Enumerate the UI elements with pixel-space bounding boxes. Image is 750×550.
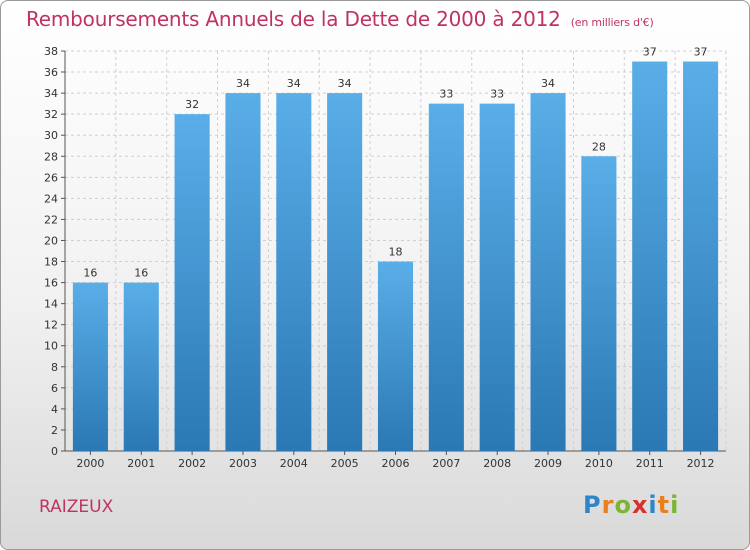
x-tick-label: 2012 bbox=[687, 457, 715, 470]
y-tick-label: 38 bbox=[44, 45, 58, 58]
bar-value-label: 16 bbox=[134, 267, 148, 280]
y-tick-label: 6 bbox=[51, 382, 58, 395]
x-tick-label: 2002 bbox=[178, 457, 206, 470]
bar-value-label: 33 bbox=[439, 88, 453, 101]
bar bbox=[632, 61, 668, 452]
bars bbox=[72, 61, 719, 452]
y-tick-label: 28 bbox=[44, 150, 58, 163]
bar bbox=[377, 261, 414, 451]
x-tick-label: 2004 bbox=[280, 457, 308, 470]
x-tick-label: 2000 bbox=[76, 457, 104, 470]
bar bbox=[276, 93, 312, 452]
y-tick-label: 26 bbox=[44, 171, 58, 184]
y-tick-label: 2 bbox=[51, 424, 58, 437]
bar bbox=[123, 282, 159, 451]
bar-value-label: 37 bbox=[643, 46, 657, 59]
bar bbox=[683, 61, 719, 452]
bar bbox=[581, 156, 617, 451]
logo-letter: r bbox=[601, 491, 615, 519]
bar-value-label: 18 bbox=[389, 246, 403, 259]
y-tick-label: 22 bbox=[44, 213, 58, 226]
y-tick-label: 0 bbox=[51, 445, 58, 458]
bar bbox=[428, 103, 464, 451]
x-tick-label: 2005 bbox=[331, 457, 359, 470]
x-tick-label: 2010 bbox=[585, 457, 613, 470]
bar bbox=[174, 114, 210, 451]
x-tick-label: 2006 bbox=[382, 457, 410, 470]
bar-value-label: 34 bbox=[287, 77, 301, 90]
y-tick-label: 30 bbox=[44, 129, 58, 142]
bar bbox=[225, 93, 261, 452]
x-tick-label: 2001 bbox=[127, 457, 155, 470]
y-tick-label: 34 bbox=[44, 87, 58, 100]
logo-letter: x bbox=[631, 491, 649, 519]
logo-letter: i bbox=[670, 491, 680, 519]
x-tick-label: 2003 bbox=[229, 457, 257, 470]
bar bbox=[327, 93, 363, 452]
value-labels: 16 16 32 34 34 34 18 33 33 34 28 37 37 bbox=[83, 46, 707, 280]
proxiti-logo: Proxiti bbox=[583, 491, 679, 519]
bar-value-label: 37 bbox=[694, 46, 708, 59]
y-tick-label: 18 bbox=[44, 256, 58, 269]
logo-letter: t bbox=[657, 491, 671, 519]
bar bbox=[72, 282, 108, 451]
chart-title: Remboursements Annuels de la Dette de 20… bbox=[26, 7, 654, 31]
bar bbox=[530, 93, 566, 452]
bar-value-label: 32 bbox=[185, 98, 199, 111]
bar-value-label: 33 bbox=[490, 88, 504, 101]
y-tick-label: 14 bbox=[44, 298, 58, 311]
logo-letter: P bbox=[583, 491, 602, 519]
bar-value-label: 34 bbox=[236, 77, 250, 90]
logo-letter: o bbox=[614, 491, 632, 519]
y-tick-label: 4 bbox=[51, 403, 58, 416]
y-tick-label: 10 bbox=[44, 340, 58, 353]
x-tick-label: 2007 bbox=[432, 457, 460, 470]
y-tick-label: 32 bbox=[44, 108, 58, 121]
bar-value-label: 34 bbox=[338, 77, 352, 90]
logo-letter: i bbox=[648, 491, 658, 519]
commune-name: RAIZEUX bbox=[39, 497, 114, 517]
bar-value-label: 16 bbox=[83, 267, 97, 280]
y-tick-label: 12 bbox=[44, 319, 58, 332]
bar-value-label: 34 bbox=[541, 77, 555, 90]
y-tick-label: 24 bbox=[44, 192, 58, 205]
y-tick-label: 20 bbox=[44, 234, 58, 247]
y-tick-label: 16 bbox=[44, 277, 58, 290]
x-tick-label: 2011 bbox=[636, 457, 664, 470]
y-tick-label: 8 bbox=[51, 361, 58, 374]
chart-subtitle: (en milliers d'€) bbox=[570, 16, 654, 29]
bar bbox=[479, 103, 515, 451]
x-tick-label: 2008 bbox=[483, 457, 511, 470]
chart-title-text: Remboursements Annuels de la Dette de 20… bbox=[26, 7, 561, 31]
y-tick-label: 36 bbox=[44, 66, 58, 79]
bar-value-label: 28 bbox=[592, 140, 606, 153]
x-tick-label: 2009 bbox=[534, 457, 562, 470]
